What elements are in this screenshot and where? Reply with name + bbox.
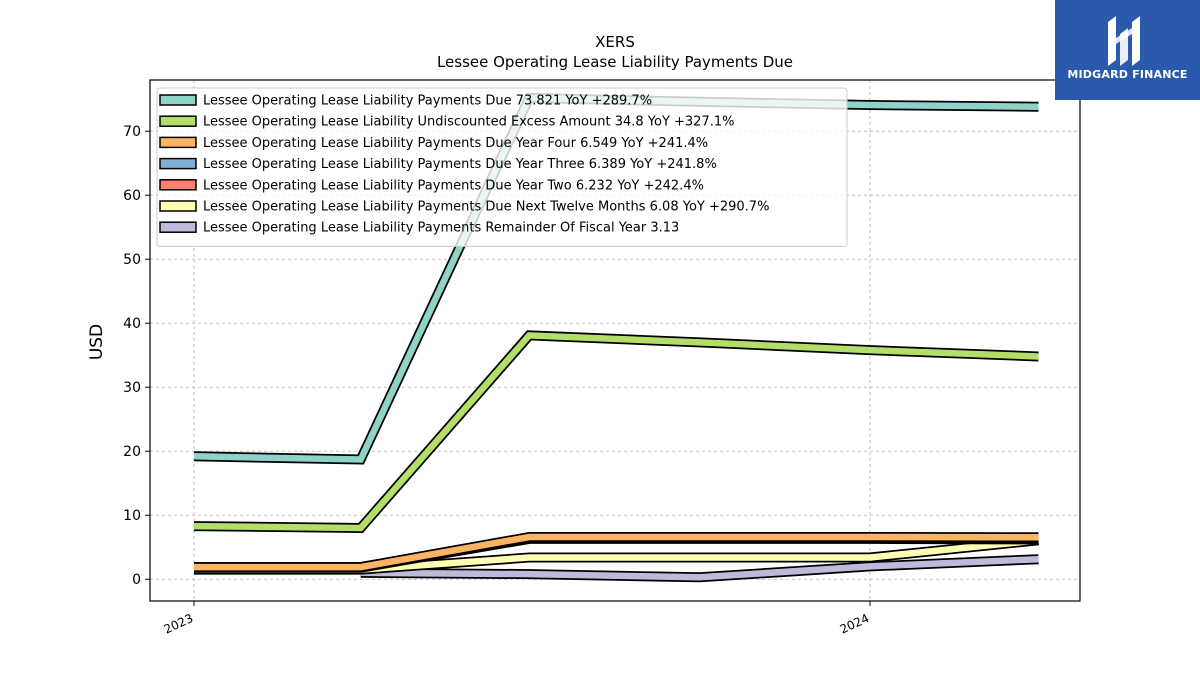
legend: Lessee Operating Lease Liability Payment… bbox=[156, 87, 848, 247]
legend-item: Lessee Operating Lease Liability Payment… bbox=[159, 136, 708, 151]
legend-label: Lessee Operating Lease Liability Undisco… bbox=[203, 115, 734, 130]
legend-label: Lessee Operating Lease Liability Payment… bbox=[203, 178, 704, 193]
legend-item: Lessee Operating Lease Liability Payment… bbox=[159, 157, 717, 172]
legend-item: Lessee Operating Lease Liability Payment… bbox=[159, 94, 652, 109]
legend-label: Lessee Operating Lease Liability Payment… bbox=[203, 136, 708, 151]
legend-item: Lessee Operating Lease Liability Payment… bbox=[159, 200, 769, 215]
logo-icon bbox=[1108, 16, 1140, 66]
legend-swatch bbox=[159, 94, 197, 106]
chart-subtitle: Lessee Operating Lease Liability Payment… bbox=[437, 53, 793, 71]
y-tick-label: 20 bbox=[123, 444, 141, 460]
legend-item: Lessee Operating Lease Liability Payment… bbox=[159, 178, 704, 193]
y-tick-label: 10 bbox=[123, 508, 141, 524]
legend-box bbox=[156, 87, 848, 247]
series-line bbox=[360, 554, 1039, 583]
y-tick-label: 40 bbox=[123, 316, 141, 332]
y-tick-label: 30 bbox=[123, 380, 141, 396]
legend-label: Lessee Operating Lease Liability Payment… bbox=[203, 94, 652, 109]
logo-text: MIDGARD FINANCE bbox=[1067, 68, 1188, 81]
x-tick-label: 2023 bbox=[162, 611, 196, 637]
series-fill bbox=[193, 332, 1039, 532]
series-outline bbox=[193, 330, 1039, 534]
y-tick-label: 50 bbox=[123, 252, 141, 268]
legend-item: Lessee Operating Lease Liability Undisco… bbox=[159, 115, 734, 130]
legend-swatch bbox=[159, 115, 197, 127]
y-axis-label: USD bbox=[87, 324, 107, 360]
legend-label: Lessee Operating Lease Liability Payment… bbox=[203, 221, 679, 236]
legend-swatch bbox=[159, 136, 197, 149]
legend-label: Lessee Operating Lease Liability Payment… bbox=[203, 157, 717, 172]
x-tick-label: 2024 bbox=[838, 611, 872, 637]
plot-frame bbox=[149, 79, 1081, 602]
legend-swatch bbox=[159, 157, 197, 170]
legend-swatch bbox=[159, 221, 197, 233]
legend-item: Lessee Operating Lease Liability Payment… bbox=[159, 221, 679, 236]
legend-swatch bbox=[159, 200, 197, 212]
legend-swatch bbox=[159, 179, 197, 191]
series-line bbox=[194, 532, 1039, 573]
series-lines bbox=[193, 92, 1040, 583]
y-tick-label: 60 bbox=[123, 188, 141, 204]
series-fill bbox=[360, 555, 1039, 581]
y-tick-label: 0 bbox=[132, 572, 141, 588]
legend-label: Lessee Operating Lease Liability Payment… bbox=[203, 200, 769, 215]
series-line bbox=[193, 330, 1039, 534]
series-fill bbox=[194, 533, 1039, 571]
y-tick-label: 70 bbox=[123, 124, 141, 140]
chart-title: XERS bbox=[595, 33, 635, 51]
